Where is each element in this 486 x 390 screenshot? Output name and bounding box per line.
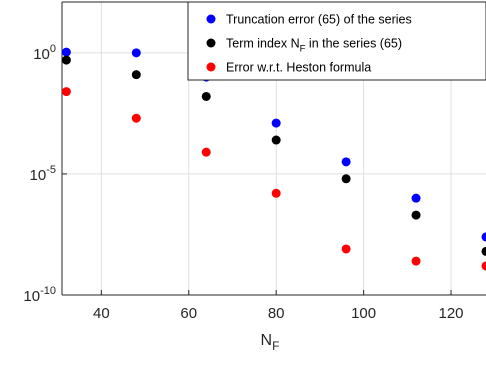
y-tick-label: 100 bbox=[33, 43, 56, 63]
legend-label-term-index-pre: Term index N bbox=[226, 37, 300, 51]
point-truncation-error bbox=[271, 118, 281, 128]
point-term-index bbox=[481, 246, 486, 256]
point-heston-error bbox=[341, 244, 351, 254]
legend: Truncation error (65) of the series Term… bbox=[187, 1, 486, 81]
y-tick-label-base: 10 bbox=[30, 167, 47, 184]
point-truncation-error bbox=[341, 157, 351, 167]
point-heston-error bbox=[411, 256, 421, 266]
point-term-index bbox=[411, 210, 421, 220]
point-heston-error bbox=[131, 113, 141, 123]
point-term-index bbox=[341, 174, 351, 184]
y-tick-label-exponent: 0 bbox=[50, 43, 56, 55]
point-term-index bbox=[201, 91, 211, 101]
legend-marker-heston-error bbox=[206, 62, 216, 72]
point-heston-error bbox=[271, 188, 281, 198]
point-truncation-error bbox=[481, 232, 486, 242]
y-tick-label: 10-10 bbox=[23, 285, 56, 305]
legend-label-heston-error: Error w.r.t. Heston formula bbox=[226, 61, 371, 75]
point-truncation-error bbox=[411, 193, 421, 203]
x-tick-label: 60 bbox=[180, 305, 197, 322]
point-heston-error bbox=[61, 87, 71, 97]
point-term-index bbox=[271, 135, 281, 145]
legend-marker-term-index bbox=[206, 38, 216, 48]
x-tick-label: 80 bbox=[268, 305, 285, 322]
legend-label-term-index-sub: F bbox=[300, 44, 306, 55]
legend-label-term-index: Term index NF in the series (65) bbox=[226, 37, 402, 55]
point-heston-error bbox=[481, 261, 486, 271]
point-heston-error bbox=[201, 147, 211, 157]
legend-marker-truncation-error bbox=[206, 14, 216, 24]
x-tick-labels: 40 60 80 100 120 bbox=[93, 305, 464, 322]
data-points bbox=[61, 47, 486, 271]
x-tick-label: 100 bbox=[351, 305, 376, 322]
point-truncation-error bbox=[61, 47, 71, 57]
legend-label-term-index-post: in the series (65) bbox=[305, 37, 402, 51]
y-tick-label-exponent: -10 bbox=[40, 285, 56, 297]
x-axis-label: NF bbox=[261, 332, 280, 353]
y-tick-label-base: 10 bbox=[33, 46, 50, 63]
legend-label-truncation-error: Truncation error (65) of the series bbox=[226, 13, 412, 27]
legend-box bbox=[187, 1, 486, 81]
x-tick-label: 40 bbox=[93, 305, 110, 322]
y-tick-label: 10-5 bbox=[30, 164, 56, 184]
point-truncation-error bbox=[131, 48, 141, 58]
y-tick-label-base: 10 bbox=[23, 288, 40, 305]
point-term-index bbox=[61, 55, 71, 65]
x-axis-label-sub: F bbox=[272, 339, 279, 353]
y-tick-label-exponent: -5 bbox=[46, 164, 56, 176]
point-term-index bbox=[131, 70, 141, 80]
x-axis-label-base: N bbox=[261, 332, 273, 349]
x-tick-label: 120 bbox=[439, 305, 464, 322]
